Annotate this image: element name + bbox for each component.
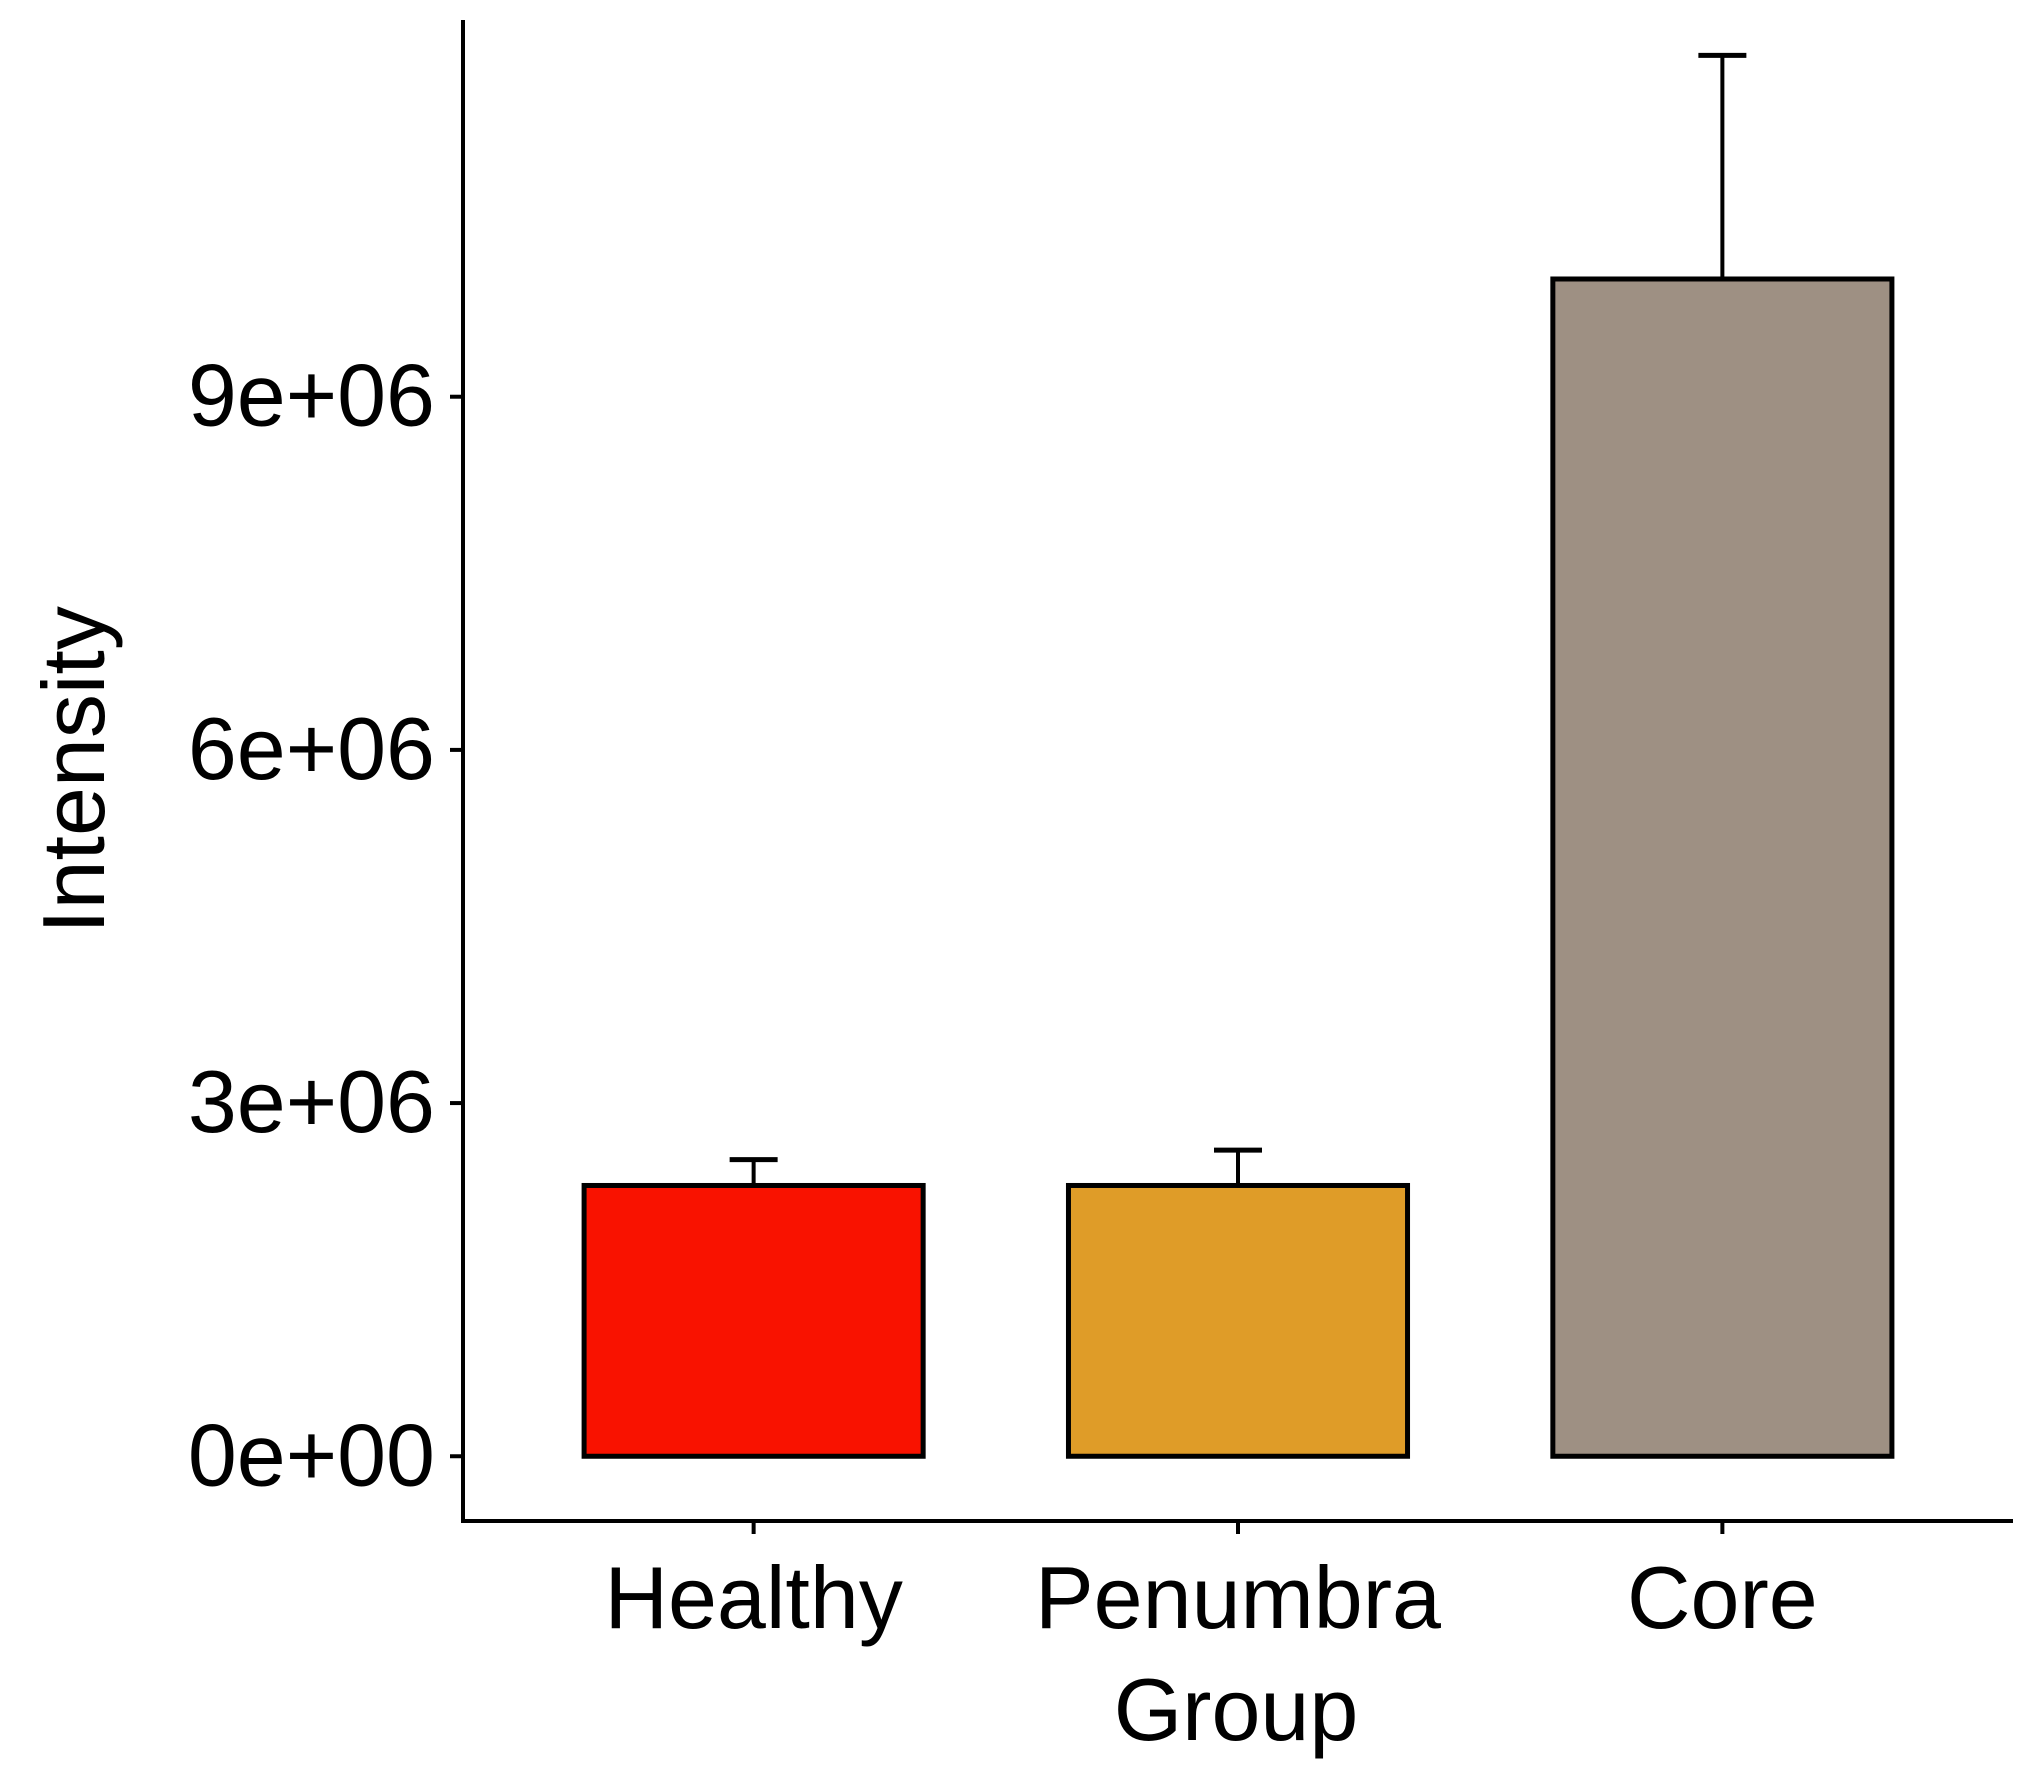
bars <box>581 52 1895 1459</box>
y-tick-label: 3e+06 <box>188 1052 435 1151</box>
x-axis-label: Group <box>1114 1660 1359 1759</box>
y-tick-label: 0e+00 <box>188 1405 435 1504</box>
x-tick-label: Penumbra <box>1035 1548 1441 1647</box>
y-ticks: 0e+00 3e+06 6e+06 9e+06 <box>188 346 463 1504</box>
y-tick-label: 6e+06 <box>188 699 435 798</box>
bar <box>1065 1182 1411 1459</box>
y-tick-label: 9e+06 <box>188 346 435 445</box>
x-tick-label: Healthy <box>604 1548 902 1647</box>
x-ticks: Healthy Penumbra Core <box>604 1521 1818 1647</box>
y-axis-label: Intensity <box>24 606 123 934</box>
bar <box>581 1182 926 1459</box>
bar <box>1550 276 1895 1459</box>
x-tick-label: Core <box>1627 1548 1818 1647</box>
